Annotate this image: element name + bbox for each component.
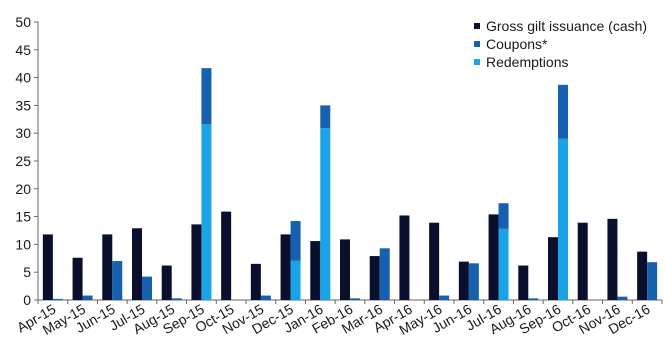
y-tick-label: 10: [15, 236, 31, 252]
y-tick-label: 50: [15, 14, 31, 30]
bar-gross-gilt-issuance: [607, 218, 618, 300]
y-tick-label: 30: [15, 125, 31, 141]
bar-gross-gilt-issuance: [310, 241, 321, 300]
legend: Gross gilt issuance (cash) Coupons* Redemp…: [474, 18, 647, 70]
bar-redemptions: [498, 228, 509, 300]
bar-coupons: [528, 298, 539, 300]
bar-coupons: [379, 248, 390, 300]
bar-gross-gilt-issuance: [429, 222, 440, 300]
bar-gross-gilt-issuance: [250, 263, 261, 300]
y-tick-label: 45: [15, 42, 31, 58]
y-tick-label: 0: [23, 292, 31, 308]
y-tick-label: 35: [15, 97, 31, 113]
bar-gross-gilt-issuance: [221, 211, 232, 300]
bar-redemptions: [201, 124, 212, 300]
bar-coupons: [617, 296, 628, 300]
bar-coupons: [52, 298, 63, 300]
x-axis: Apr-15May-15Jun-15Jul-15Aug-15Sep-15Oct-…: [14, 299, 663, 338]
bar-coupons: [82, 295, 93, 300]
legend-label: Redemptions: [486, 54, 569, 70]
bar-redemptions: [290, 260, 301, 300]
y-tick-label: 15: [15, 209, 31, 225]
bar-coupons: [260, 295, 271, 300]
y-tick-label: 25: [15, 153, 31, 169]
bar-coupons: [468, 263, 479, 300]
bar-gross-gilt-issuance: [369, 256, 380, 300]
bar-coupons: [290, 221, 301, 261]
bar-gross-gilt-issuance: [340, 239, 350, 300]
bar-coupons: [498, 203, 509, 229]
bar-redemptions: [320, 128, 331, 300]
bar-coupons: [142, 276, 152, 300]
bar-gross-gilt-issuance: [42, 234, 53, 300]
bar-redemptions: [558, 138, 568, 300]
y-tick-label: 40: [15, 70, 31, 86]
bar-gross-gilt-issuance: [488, 214, 499, 300]
bar-gross-gilt-issuance: [399, 215, 410, 300]
bar-coupons: [647, 262, 658, 300]
legend-swatch: [474, 59, 480, 65]
bars: [42, 68, 658, 300]
bar-gross-gilt-issuance: [518, 265, 529, 300]
bar-coupons: [558, 84, 568, 139]
bar-gross-gilt-issuance: [548, 237, 558, 300]
bar-coupons: [439, 295, 450, 300]
bar-gross-gilt-issuance: [280, 234, 291, 300]
bar-gross-gilt-issuance: [161, 265, 172, 300]
bar-gross-gilt-issuance: [102, 234, 113, 300]
y-axis: 0 5 10 15 20 25 30 35 40 45 50: [15, 14, 39, 308]
y-tick-label: 5: [23, 264, 31, 280]
bar-gross-gilt-issuance: [191, 224, 202, 300]
legend-label: Coupons*: [486, 36, 548, 52]
legend-swatch: [474, 23, 480, 29]
bar-gross-gilt-issuance: [637, 251, 648, 300]
legend-label: Gross gilt issuance (cash): [486, 18, 647, 34]
bar-gross-gilt-issuance: [132, 228, 142, 300]
bar-coupons: [201, 68, 212, 125]
bar-coupons: [112, 261, 123, 300]
bar-coupons: [320, 105, 331, 129]
bar-coupons: [171, 298, 182, 300]
bar-gross-gilt-issuance: [577, 222, 588, 300]
y-tick-label: 20: [15, 181, 31, 197]
legend-swatch: [474, 41, 480, 47]
bar-gross-gilt-issuance: [72, 257, 83, 300]
bar-gross-gilt-issuance: [458, 261, 469, 300]
bar-coupons: [350, 298, 360, 300]
